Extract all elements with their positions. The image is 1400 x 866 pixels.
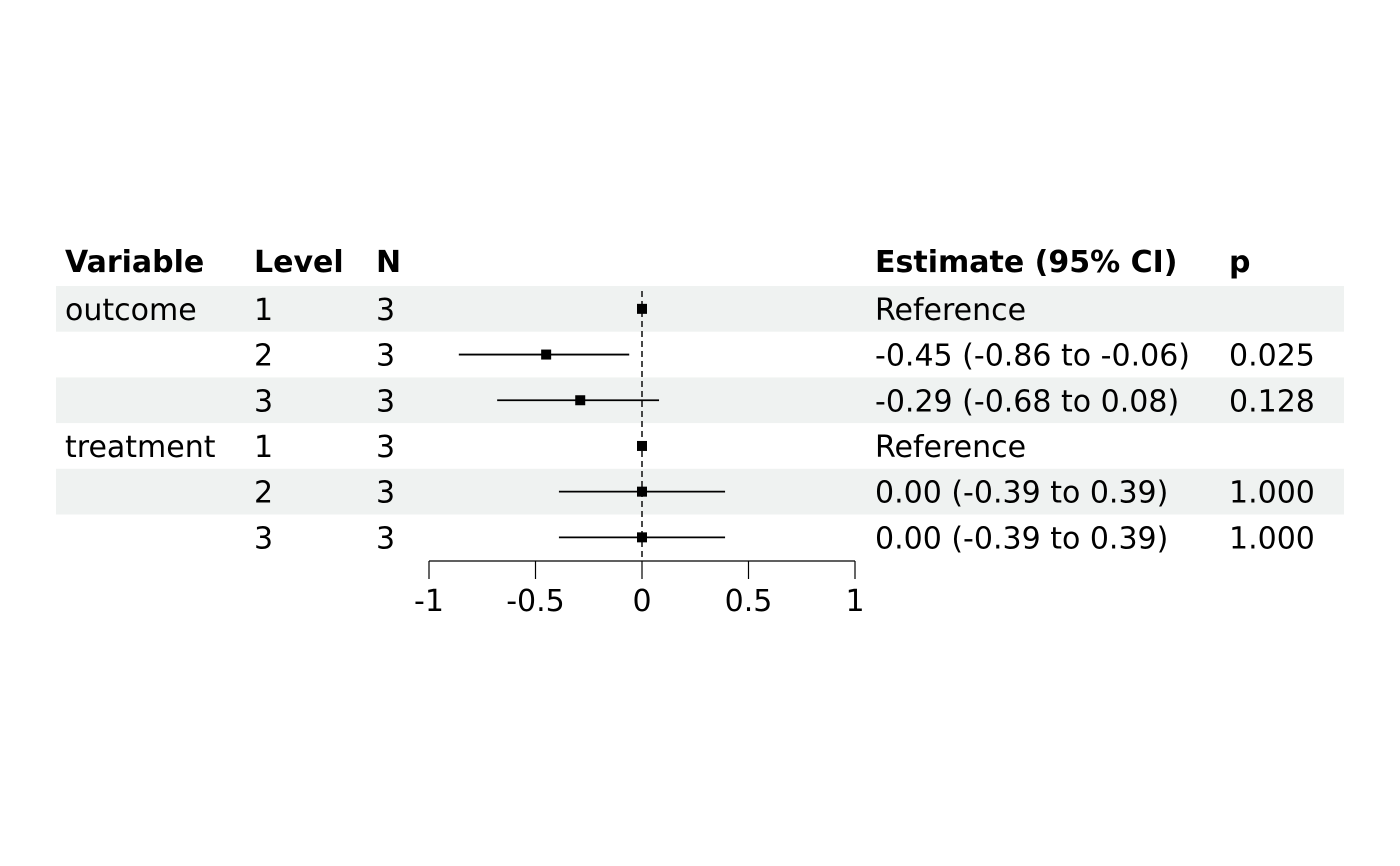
header-level: Level [254, 245, 344, 280]
cell-p: 1.000 [1229, 476, 1315, 511]
cell-estimate: -0.45 (-0.86 to -0.06) [875, 339, 1190, 374]
estimate-point [637, 486, 647, 497]
cell-n: 3 [376, 430, 395, 465]
cell-n: 3 [376, 476, 395, 511]
tick-label: 1 [845, 584, 864, 619]
header-n: N [376, 245, 401, 280]
estimate-marks [458, 303, 726, 543]
cell-level: 1 [254, 430, 273, 465]
row-stripe [56, 377, 1344, 424]
row-stripe [56, 286, 1344, 332]
cell-p: 0.128 [1229, 384, 1315, 419]
estimate-point [637, 303, 647, 314]
cell-p: 0.025 [1229, 339, 1315, 374]
cell-estimate: 0.00 (-0.39 to 0.39) [875, 521, 1168, 556]
tick-label: 0 [632, 584, 651, 619]
cell-n: 3 [376, 384, 395, 419]
cell-level: 3 [254, 384, 273, 419]
tick-label: -0.5 [506, 584, 565, 619]
table-body: outcome 1 3 Reference 2 3 -0.45 (-0.86 to -0.0… [65, 293, 1315, 556]
row-stripes [56, 286, 1344, 515]
cell-estimate: -0.29 (-0.68 to 0.08) [875, 384, 1179, 419]
estimate-point [575, 395, 586, 406]
tick-label: -1 [414, 584, 444, 619]
cell-p: 1.000 [1229, 521, 1315, 556]
cell-estimate: Reference [875, 293, 1026, 328]
tick-label: 0.5 [725, 584, 773, 619]
header-variable: Variable [65, 245, 204, 280]
cell-level: 3 [254, 521, 273, 556]
estimate-point [637, 532, 647, 543]
x-axis: -1 -0.5 0 0.5 1 [414, 560, 865, 619]
header-estimate: Estimate (95% CI) [875, 245, 1177, 280]
cell-level: 1 [254, 293, 273, 328]
cell-variable: outcome [65, 293, 197, 328]
cell-variable: treatment [65, 430, 216, 465]
cell-n: 3 [376, 293, 395, 328]
cell-n: 3 [376, 339, 395, 374]
header-row: Variable Level N Estimate (95% CI) p [65, 245, 1250, 280]
cell-level: 2 [254, 339, 273, 374]
cell-n: 3 [376, 521, 395, 556]
cell-level: 2 [254, 476, 273, 511]
cell-estimate: 0.00 (-0.39 to 0.39) [875, 476, 1168, 511]
estimate-point [637, 440, 647, 451]
header-p: p [1229, 245, 1250, 280]
cell-estimate: Reference [875, 430, 1026, 465]
estimate-point [541, 349, 552, 360]
